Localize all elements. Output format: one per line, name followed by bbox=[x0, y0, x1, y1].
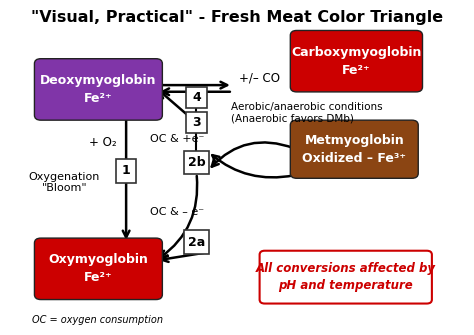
FancyBboxPatch shape bbox=[35, 238, 163, 299]
Text: + O₂: + O₂ bbox=[89, 136, 117, 149]
Text: 2b: 2b bbox=[188, 156, 205, 169]
Text: 2a: 2a bbox=[188, 236, 205, 249]
FancyBboxPatch shape bbox=[186, 87, 207, 108]
Text: 4: 4 bbox=[192, 91, 201, 104]
FancyBboxPatch shape bbox=[290, 30, 422, 92]
Text: Deoxymyoglobin
Fe²⁺: Deoxymyoglobin Fe²⁺ bbox=[40, 74, 156, 105]
Text: 1: 1 bbox=[122, 164, 130, 177]
Text: Oxygenation
"Bloom": Oxygenation "Bloom" bbox=[28, 172, 100, 193]
FancyBboxPatch shape bbox=[35, 59, 163, 120]
FancyBboxPatch shape bbox=[116, 159, 137, 183]
Text: 3: 3 bbox=[192, 116, 201, 129]
Text: All conversions affected by
pH and temperature: All conversions affected by pH and tempe… bbox=[256, 262, 436, 292]
FancyBboxPatch shape bbox=[184, 151, 209, 174]
Text: Oxymyoglobin
Fe²⁺: Oxymyoglobin Fe²⁺ bbox=[48, 253, 148, 284]
FancyBboxPatch shape bbox=[290, 120, 418, 178]
Text: "Visual, Practical" - Fresh Meat Color Triangle: "Visual, Practical" - Fresh Meat Color T… bbox=[31, 10, 443, 25]
Text: Aerobic/anaerobic conditions
(Anaerobic favors DMb): Aerobic/anaerobic conditions (Anaerobic … bbox=[231, 102, 382, 124]
Text: +/– CO: +/– CO bbox=[239, 71, 280, 84]
Text: OC & +e⁻: OC & +e⁻ bbox=[150, 134, 204, 144]
Text: OC = oxygen consumption: OC = oxygen consumption bbox=[32, 315, 164, 325]
FancyBboxPatch shape bbox=[260, 251, 432, 304]
Text: Metmyoglobin
Oxidized – Fe³⁺: Metmyoglobin Oxidized – Fe³⁺ bbox=[302, 134, 406, 165]
FancyBboxPatch shape bbox=[186, 112, 207, 133]
FancyBboxPatch shape bbox=[184, 230, 209, 254]
Text: Carboxymyoglobin
Fe²⁺: Carboxymyoglobin Fe²⁺ bbox=[291, 46, 421, 77]
Text: OC & – e⁻: OC & – e⁻ bbox=[150, 207, 204, 217]
